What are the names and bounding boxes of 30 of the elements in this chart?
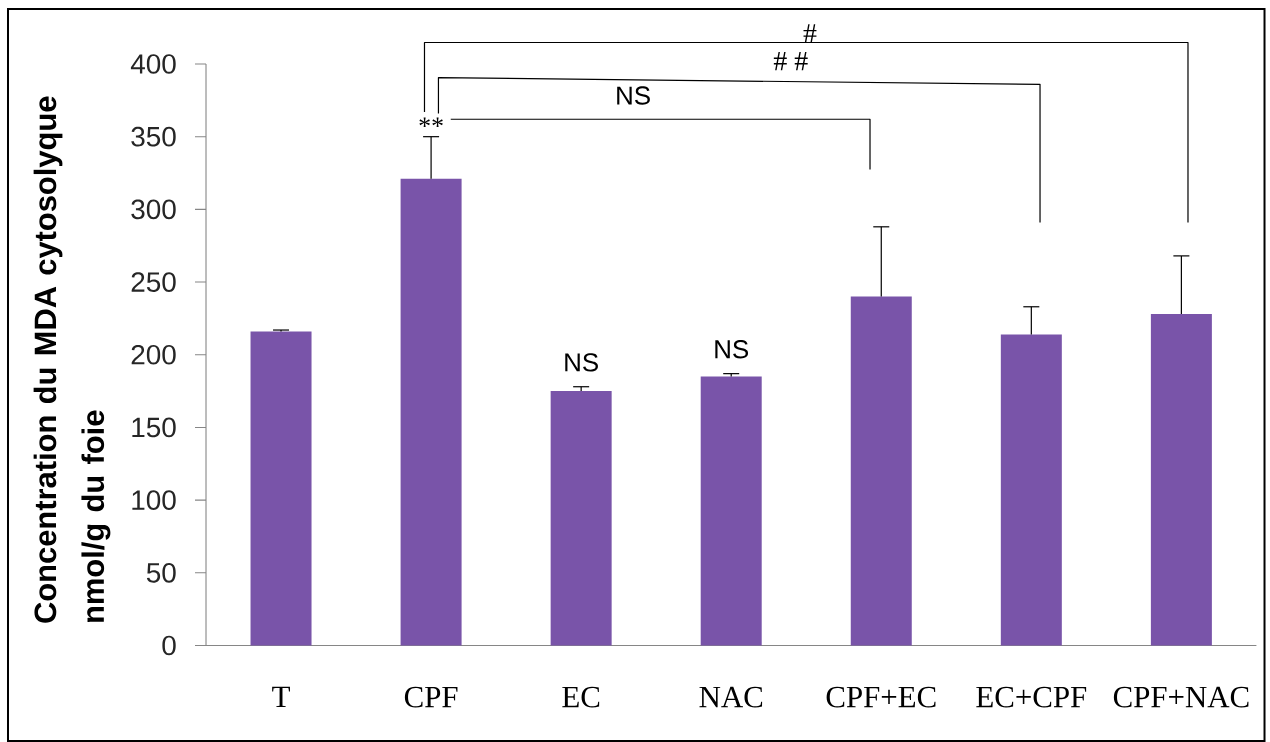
y-tick-label: 50 <box>146 562 176 583</box>
bar <box>700 376 762 646</box>
bar <box>250 331 312 646</box>
annotation: NS <box>565 353 598 372</box>
annotation: ** <box>419 117 443 128</box>
bar <box>850 296 912 646</box>
y-tick-label: 150 <box>132 417 176 438</box>
y-tick-label: 100 <box>132 490 176 510</box>
y-tick-label: 400 <box>130 54 176 74</box>
x-tick-label: CPF <box>404 686 458 708</box>
y-tick-label: 300 <box>131 199 176 220</box>
y-tick-label: 350 <box>131 126 176 147</box>
annotation: NS <box>617 86 650 105</box>
y-axis-title: Concentration du MDA cytosolyque nmol/g du foie <box>33 96 111 623</box>
annotation: NS <box>715 340 749 359</box>
bar <box>1150 314 1212 646</box>
y-tick-label: 0 <box>162 635 176 656</box>
x-tick-label: EC+CPF <box>976 686 1087 708</box>
text: # <box>803 24 817 43</box>
y-tick-label: 250 <box>131 272 176 292</box>
annotation: # # <box>773 51 808 71</box>
x-tick-label: CPF+NAC <box>1113 686 1249 708</box>
bar <box>550 391 612 646</box>
x-tick-label: CPF+EC <box>826 686 936 708</box>
y-tick-label: 200 <box>131 344 176 365</box>
x-tick-label: T <box>272 686 290 707</box>
x-tick-label: NAC <box>699 686 763 708</box>
x-tick-label: EC <box>562 686 600 708</box>
bar <box>1000 334 1062 646</box>
bar <box>400 178 462 646</box>
